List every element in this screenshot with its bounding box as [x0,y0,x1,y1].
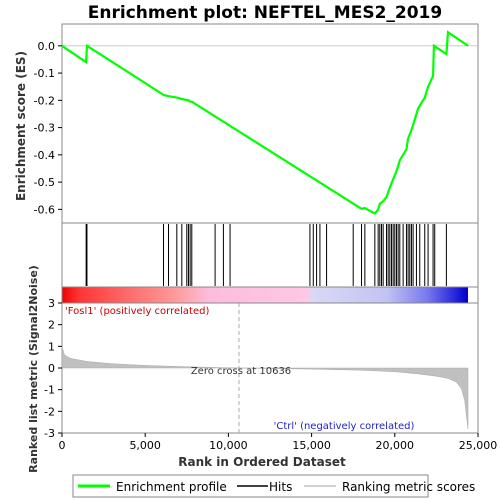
colorbar-gradient [62,287,468,303]
x-tick-label: 0 [59,439,66,452]
es-ticks: 0.0 -0.1 -0.2 -0.3 -0.4 -0.5 -0.6 [34,40,62,216]
metric-tick-label: 3 [48,297,55,310]
metric-tick-label: -1 [44,384,55,397]
metric-ticks: 3 2 1 0 -1 -2 -3 [44,297,62,440]
es-tick-label: -0.6 [34,203,55,216]
es-y-axis-label: Enrichment score (ES) [14,51,28,201]
x-axis-label: Rank in Ordered Dataset [178,455,346,469]
x-tick-label: 25,000 [459,439,498,452]
x-tick-label: 10,000 [209,439,248,452]
es-tick-label: -0.2 [34,94,55,107]
rank-colorbar [61,286,479,304]
positive-correlation-label: 'Fosl1' (positively correlated) [65,306,209,317]
es-tick-label: -0.4 [34,149,55,162]
metric-y-axis-label: Ranked list metric (Signal2Noise) [27,265,40,473]
enrichment-profile-line [61,30,469,215]
metric-tick-label: -3 [44,427,55,440]
metric-tick-label: 0 [48,362,55,375]
metric-tick-label: -2 [44,405,55,418]
chart-title: Enrichment plot: NEFTEL_MES2_2019 [88,3,442,23]
es-panel: 0.0 -0.1 -0.2 -0.3 -0.4 -0.5 -0.6 [34,23,479,224]
x-tick-label: 15,000 [292,439,331,452]
zero-cross-label: Zero cross at 10636 [191,366,291,377]
legend-label-metric: Ranking metric scores [342,480,475,494]
ranking-metric-area [61,346,469,429]
metric-panel: 3 2 1 0 -1 -2 -3 'Fosl1' (positively correlate… [44,297,479,440]
es-tick-label: 0.0 [38,40,56,53]
hit-lines [85,224,447,286]
x-tick-label: 20,000 [376,439,415,452]
es-tick-label: -0.3 [34,122,55,135]
x-axis-ticks: 0 5,000 10,000 15,000 20,000 25,000 [59,433,498,452]
negative-correlation-label: 'Ctrl' (negatively correlated) [274,421,415,432]
x-tick-label: 5,000 [129,439,161,452]
metric-tick-label: 2 [48,319,55,332]
es-panel-frame [61,23,479,224]
legend-label-hits: Hits [269,480,292,494]
es-tick-label: -0.5 [34,176,55,189]
metric-tick-label: 1 [48,340,55,353]
legend: Enrichment profile Hits Ranking metric s… [72,474,475,498]
legend-label-enrichment: Enrichment profile [116,480,227,494]
hits-panel-frame [61,222,479,288]
hits-panel [61,222,479,288]
es-tick-label: -0.1 [34,67,55,80]
